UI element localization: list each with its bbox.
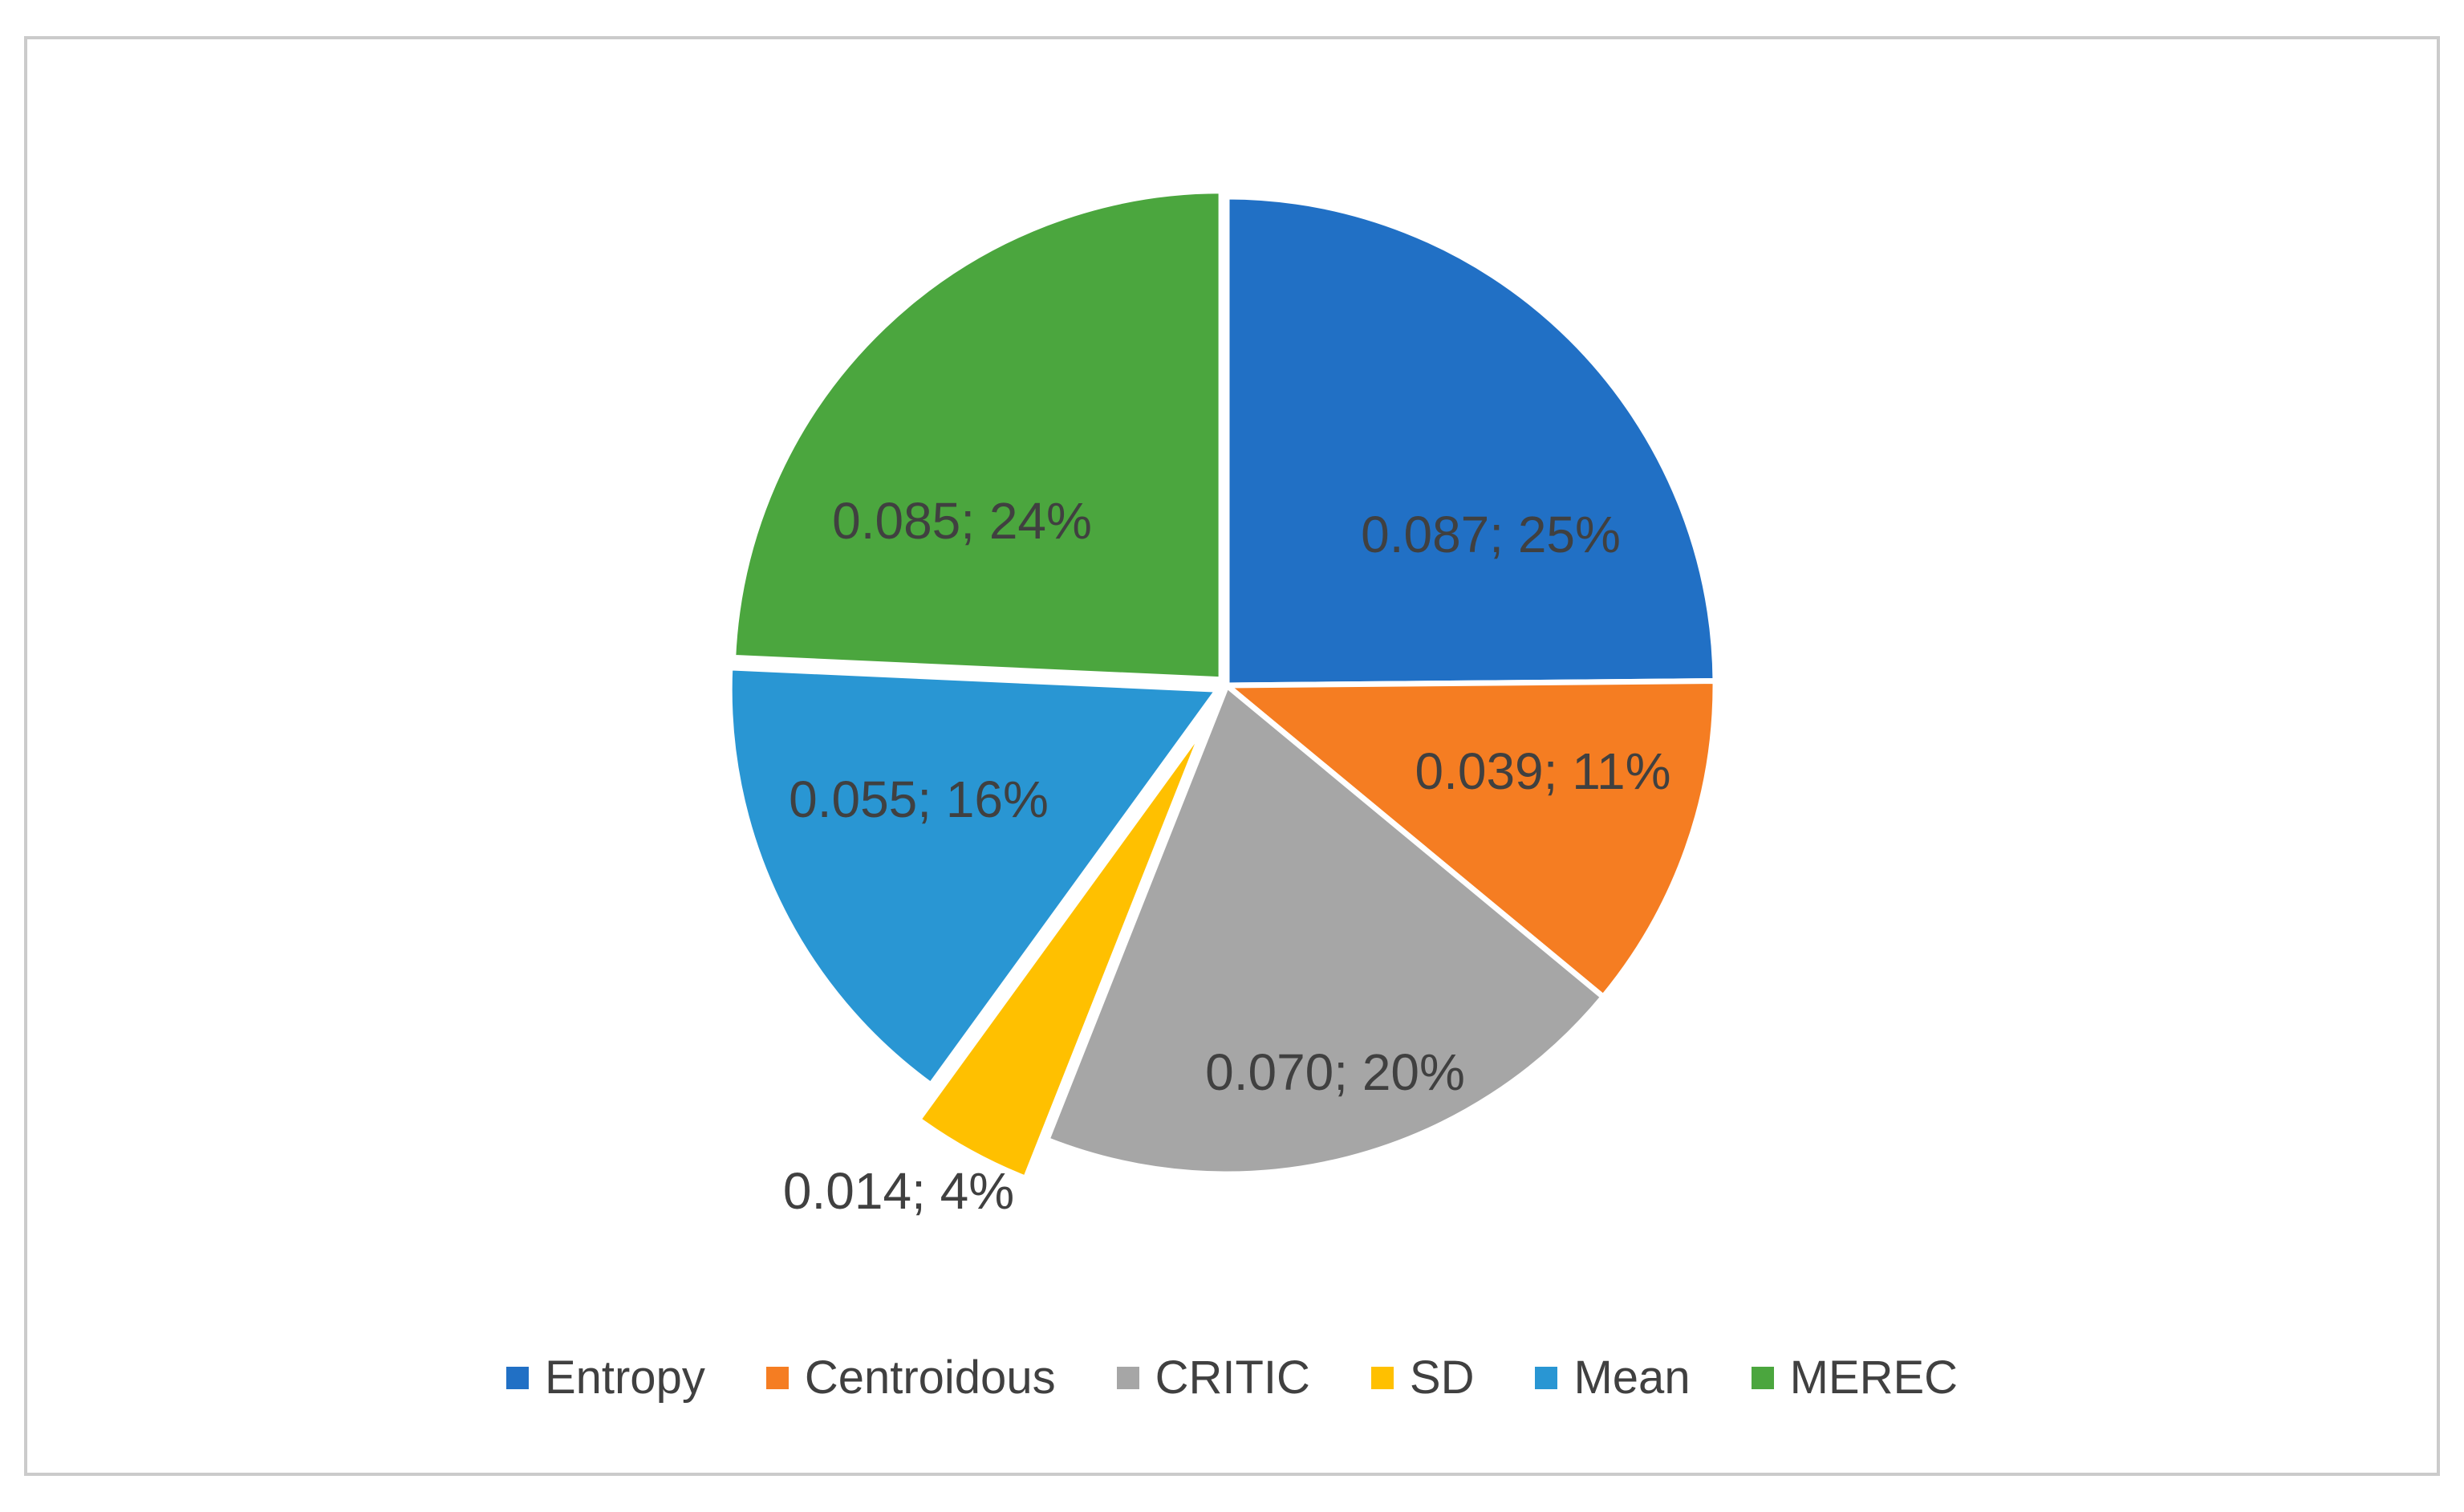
pie-slice-centroidous [1224,678,1719,1000]
legend-item: MEREC [1751,1351,1959,1404]
legend-label: Centroidous [804,1351,1056,1404]
legend-item: Mean [1535,1351,1691,1404]
legend-swatch [1751,1367,1774,1389]
legend-label: Entropy [544,1351,705,1404]
legend-item: Entropy [505,1351,705,1404]
data-label-critic: 0.070; 20% [1205,1043,1465,1101]
data-label-sd: 0.014; 4% [783,1162,1014,1220]
data-label-entropy: 0.087; 25% [1361,506,1621,563]
pie-slice-critic [1044,682,1606,1177]
legend-swatch [1116,1367,1139,1389]
legend-label: MEREC [1789,1351,1959,1404]
legend-item: Centroidous [765,1351,1056,1404]
legend-label: CRITIC [1155,1351,1310,1404]
chart-legend: Entropy Centroidous CRITIC SD Mean MEREC [0,1355,2464,1401]
pie-slice-mean [726,665,1221,1088]
pie-slice-merec [730,188,1224,683]
legend-label: Mean [1573,1351,1691,1404]
legend-swatch [505,1367,529,1389]
legend-label: SD [1409,1351,1475,1404]
data-label-mean: 0.055; 16% [789,770,1049,828]
pie-slice-entropy [1224,193,1719,689]
legend-item: SD [1370,1351,1475,1404]
pie-slice-sd [915,721,1208,1181]
legend-swatch [765,1367,789,1389]
data-label-centroidous: 0.039; 11% [1415,742,1670,800]
legend-swatch [1370,1367,1394,1389]
legend-item: CRITIC [1116,1351,1310,1404]
data-label-merec: 0.085; 24% [832,492,1092,550]
legend-swatch [1535,1367,1558,1389]
